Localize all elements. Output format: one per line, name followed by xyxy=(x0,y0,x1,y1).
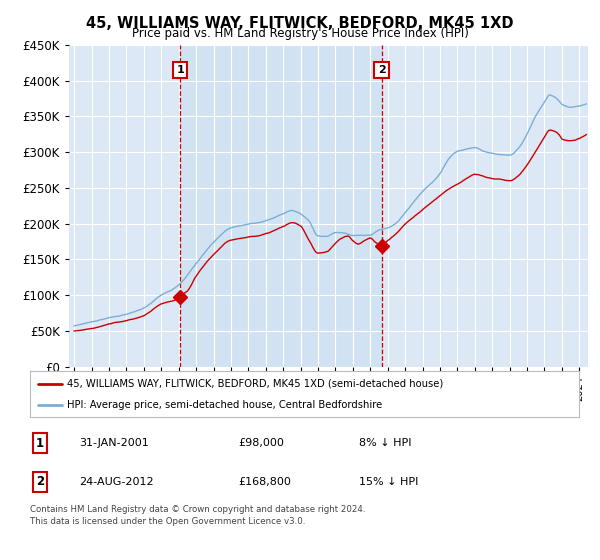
Text: 45, WILLIAMS WAY, FLITWICK, BEDFORD, MK45 1XD (semi-detached house): 45, WILLIAMS WAY, FLITWICK, BEDFORD, MK4… xyxy=(67,379,443,389)
Text: 1: 1 xyxy=(176,65,184,75)
Text: 8% ↓ HPI: 8% ↓ HPI xyxy=(359,438,412,448)
Text: 45, WILLIAMS WAY, FLITWICK, BEDFORD, MK45 1XD: 45, WILLIAMS WAY, FLITWICK, BEDFORD, MK4… xyxy=(86,16,514,31)
Text: £168,800: £168,800 xyxy=(239,477,292,487)
Text: 24-AUG-2012: 24-AUG-2012 xyxy=(79,477,154,487)
Text: Price paid vs. HM Land Registry's House Price Index (HPI): Price paid vs. HM Land Registry's House … xyxy=(131,27,469,40)
Text: 2: 2 xyxy=(36,475,44,488)
Text: 1: 1 xyxy=(36,437,44,450)
Text: 15% ↓ HPI: 15% ↓ HPI xyxy=(359,477,419,487)
Text: HPI: Average price, semi-detached house, Central Bedfordshire: HPI: Average price, semi-detached house,… xyxy=(67,400,383,410)
Text: Contains HM Land Registry data © Crown copyright and database right 2024.
This d: Contains HM Land Registry data © Crown c… xyxy=(30,505,365,526)
Text: £98,000: £98,000 xyxy=(239,438,284,448)
Bar xyxy=(180,45,382,367)
Text: 2: 2 xyxy=(378,65,385,75)
Text: 31-JAN-2001: 31-JAN-2001 xyxy=(79,438,149,448)
